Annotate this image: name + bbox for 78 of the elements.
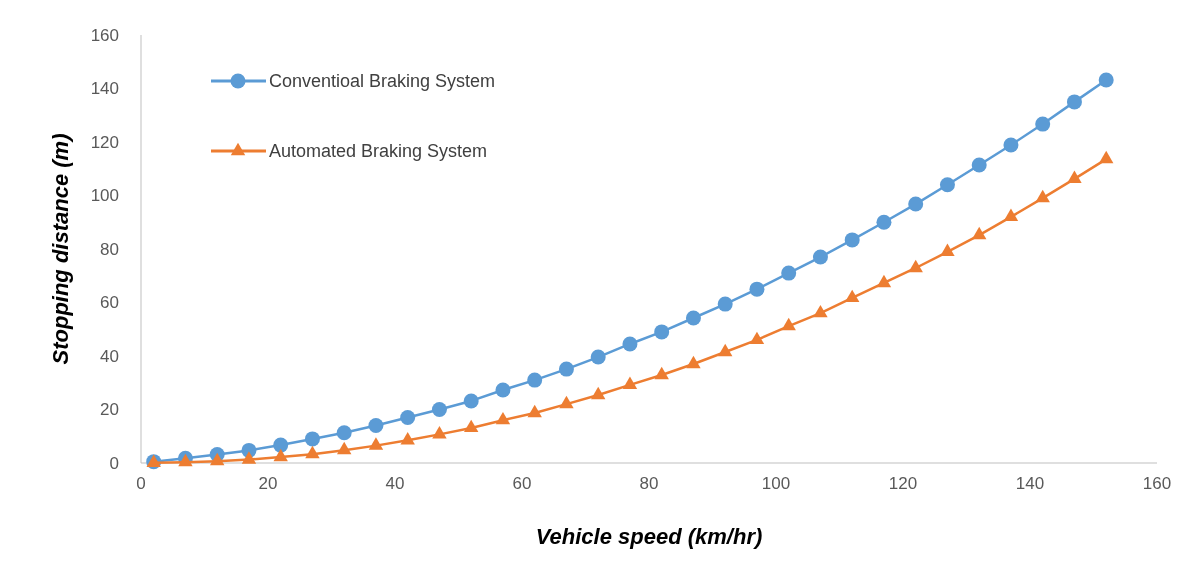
point [971,157,987,173]
point [686,355,701,369]
point [813,304,828,318]
point [812,249,828,265]
point [908,196,924,212]
y-tick-label: 140 [90,79,119,98]
x-axis-title: Vehicle speed (km/hr) [535,524,763,549]
point [685,310,701,326]
point [400,431,415,445]
point [1098,72,1114,88]
x-tick-label: 40 [385,474,405,493]
point [971,226,987,240]
point [622,336,638,352]
y-tick-label: 100 [90,186,119,205]
point [749,281,765,297]
point [463,393,479,409]
point [1003,208,1019,222]
x-tick-label: 100 [761,474,791,493]
y-tick-label: 20 [100,400,119,419]
point [209,452,225,466]
point [495,382,511,398]
point [273,437,289,453]
point [876,214,892,230]
point [1098,150,1114,164]
x-tick-label: 80 [639,474,659,493]
y-axis-title: Stopping distance (m) [48,133,73,365]
point [1003,137,1019,153]
point [400,410,416,426]
point [273,448,288,462]
point [527,372,543,388]
point [590,386,606,400]
point [241,451,257,464]
point [844,232,860,248]
legend-label: Conventioal Braking System [269,71,496,91]
point [527,404,542,418]
point [717,343,733,357]
point [1067,170,1082,184]
y-tick-label: 120 [90,132,119,152]
point [558,361,574,377]
legend-label: Automated Braking System [269,141,488,161]
y-tick-label: 0 [109,453,119,473]
point [781,317,796,331]
point [654,366,669,380]
x-tick-label: 0 [136,474,146,493]
point [876,274,892,288]
point [781,265,797,281]
x-tick-label: 60 [512,474,532,493]
point [749,331,765,345]
point [590,349,606,365]
point [654,324,670,340]
point [495,411,511,425]
point [336,425,352,441]
point [304,431,320,447]
y-tick-label: 40 [100,346,119,366]
point [463,419,479,433]
point [1035,189,1050,203]
point [622,376,638,390]
point [1066,94,1082,110]
point [1035,116,1051,132]
x-tick-label: 160 [1142,474,1172,493]
point [431,402,447,417]
point [939,177,955,193]
y-tick-label: 60 [100,293,119,312]
point [717,296,733,312]
y-tick-label: 160 [90,25,119,45]
point [908,259,923,273]
point [559,395,574,409]
point [844,289,860,303]
point [940,243,955,257]
point [368,437,384,450]
x-tick-label: 140 [1015,474,1045,493]
point [336,441,352,455]
point [432,426,447,439]
point [305,445,320,459]
point [368,418,384,434]
x-tick-label: 120 [888,474,918,493]
x-tick-label: 20 [258,474,278,493]
y-tick-label: 80 [100,239,119,259]
